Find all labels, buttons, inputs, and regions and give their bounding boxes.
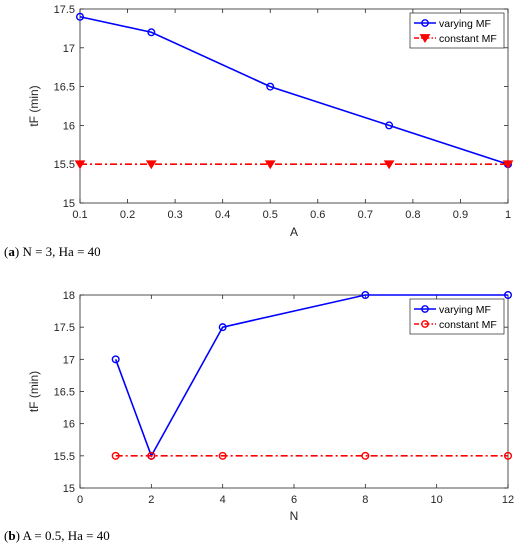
x-tick-label: 0.2 xyxy=(120,209,135,221)
x-tick-label: 4 xyxy=(220,494,226,506)
caption-text: N = 3, Ha = 40 xyxy=(19,244,100,259)
legend-box xyxy=(409,12,505,49)
x-tick-label: 0 xyxy=(77,494,83,506)
y-tick-label: 16 xyxy=(63,419,75,431)
y-tick-label: 17 xyxy=(63,354,75,366)
x-tick-label: 6 xyxy=(291,494,297,506)
x-tick-label: 0.8 xyxy=(405,209,420,221)
x-tick-label: 12 xyxy=(502,494,514,506)
legend-marker xyxy=(419,34,431,44)
legend-label: constant MF xyxy=(439,33,497,45)
figure-caption: (b) A = 0.5, Ha = 40 xyxy=(4,528,110,543)
caption-text: A = 0.5, Ha = 40 xyxy=(20,528,110,543)
caption-label: a xyxy=(8,244,15,259)
data-point xyxy=(504,291,513,300)
series-varying-mf xyxy=(75,12,513,169)
series-line xyxy=(114,294,508,458)
y-tick-label: 15.5 xyxy=(54,451,75,463)
data-point xyxy=(264,160,276,170)
x-tick-label: 1 xyxy=(505,209,511,221)
caption-open: ( xyxy=(4,528,8,543)
data-point xyxy=(111,451,120,460)
x-axis-label: A xyxy=(290,225,298,239)
data-point xyxy=(385,121,394,130)
y-tick-label: 15 xyxy=(63,483,75,495)
data-point xyxy=(147,28,156,37)
y-tick-label: 17.5 xyxy=(54,322,75,334)
x-tick-label: 0.9 xyxy=(453,209,468,221)
data-point xyxy=(218,451,227,460)
legend-label: varying MF xyxy=(439,304,491,316)
y-tick-label: 15.5 xyxy=(54,159,75,171)
data-point xyxy=(145,160,157,170)
data-point xyxy=(361,291,370,300)
x-tick-label: 0.3 xyxy=(167,209,182,221)
x-tick-label: 2 xyxy=(148,494,154,506)
x-tick-label: 0.7 xyxy=(358,209,373,221)
x-tick-label: 0.4 xyxy=(215,209,230,221)
y-tick-label: 17.5 xyxy=(54,4,75,16)
legend-label: constant MF xyxy=(439,319,497,331)
data-point xyxy=(266,82,275,91)
y-axis-label: tF (min) xyxy=(27,371,41,412)
data-point xyxy=(502,160,514,170)
x-tick-label: 0.6 xyxy=(310,209,325,221)
x-tick-label: 0.1 xyxy=(72,209,87,221)
legend-marker xyxy=(421,19,429,27)
figure-caption: (a) N = 3, Ha = 40 xyxy=(4,244,101,259)
chart-panel-b: 0 2 4 6 8 10 12 15 15.5 16 16.5 17 17.5 18 NtF (min) va… xyxy=(4,290,514,543)
x-tick-label: 8 xyxy=(362,494,368,506)
caption-close: ) xyxy=(16,528,20,543)
x-tick-label: 0.5 xyxy=(263,209,278,221)
y-tick-label: 16 xyxy=(63,120,75,132)
y-tick-label: 16.5 xyxy=(54,82,75,94)
legend-box xyxy=(409,298,505,335)
chart-panel-a: 0.1 0.2 0.3 0.4 0.5 0.6 0.7 0.8 0.9 1 15 15.5 16 16.5… xyxy=(4,4,514,259)
y-tick-label: 18 xyxy=(63,290,75,302)
y-axis-label: tF (min) xyxy=(27,85,41,126)
y-tick-label: 17 xyxy=(63,43,75,55)
data-point xyxy=(147,451,156,460)
caption-label: b xyxy=(8,528,15,543)
x-axis-label: N xyxy=(290,509,299,523)
data-point xyxy=(361,451,370,460)
series-constant-mf xyxy=(111,451,513,460)
data-point xyxy=(74,160,86,170)
data-point xyxy=(504,451,513,460)
series-constant-mf xyxy=(74,160,514,170)
y-tick-label: 15 xyxy=(63,198,75,210)
caption-open: ( xyxy=(4,244,8,259)
legend: varying MF constant MF xyxy=(409,298,505,335)
data-point xyxy=(111,355,120,364)
y-tick-label: 16.5 xyxy=(54,387,75,399)
legend-label: varying MF xyxy=(439,18,491,30)
legend: varying MF constant MF xyxy=(409,12,505,49)
data-point xyxy=(218,323,227,332)
series-line xyxy=(79,15,509,165)
data-point xyxy=(75,12,84,21)
legend-marker xyxy=(421,305,429,313)
x-tick-label: 10 xyxy=(431,494,443,506)
legend-marker xyxy=(421,320,429,328)
caption-close: ) xyxy=(15,244,19,259)
data-point xyxy=(383,160,395,170)
